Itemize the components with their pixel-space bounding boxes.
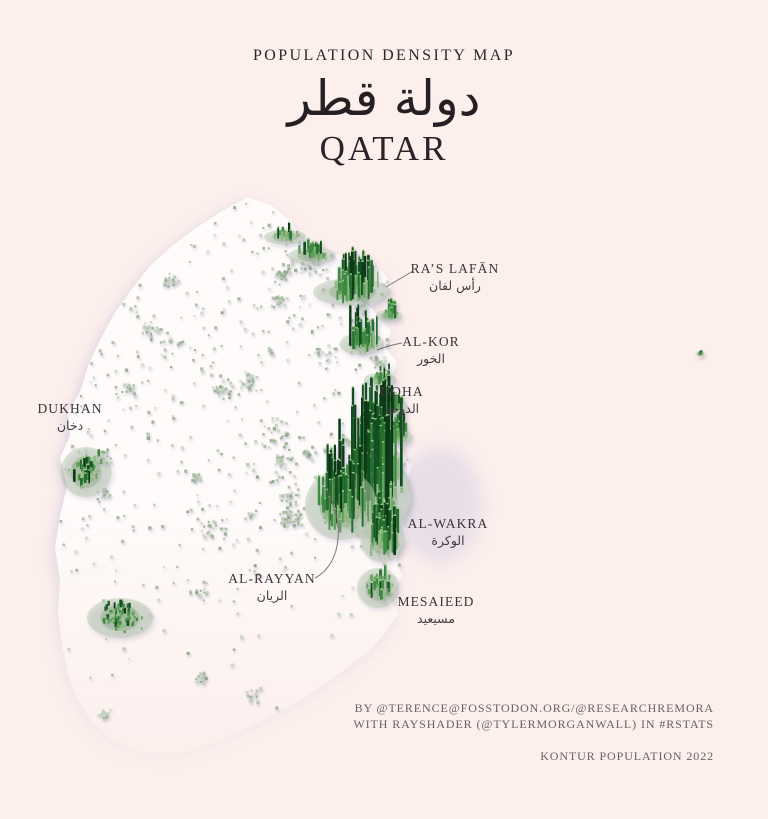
al-kor-leader-line [376,342,403,351]
mesaieed-cluster [357,563,399,608]
city-label-doha: DOHA الدوحة [380,384,424,417]
map-header: POPULATION DENSITY MAP دولة قطر QATAR [0,46,768,168]
map-subtitle: POPULATION DENSITY MAP [253,47,515,64]
al-wakra-cluster [360,490,406,563]
fuwairit-cluster [288,238,336,265]
label-leader-lines [314,270,414,579]
al-khor-cluster [339,303,385,356]
city-label-al-kor: AL-KOR الخور [402,334,460,367]
credit-tools: WITH RAYSHADER (@TYLERMORGANWALL) IN #RS… [353,716,714,731]
ras-laffan-cluster [313,245,391,306]
city-label-ras-lafan: RA’S LAFĀN رأس لفان [410,261,500,294]
credits: BY @TERENCE@FOSSTODON.ORG/@RESEARCHREMOR… [353,701,714,765]
ruwais-cluster [264,221,306,245]
population-spikes [60,221,705,638]
al-rayyan-cluster [305,417,377,540]
city-label-mesaieed: MESAIEED مسيعيد [397,594,475,627]
city-label-al-wakra: AL-WAKRA الوكرة [407,516,489,549]
doha-bay-shadow [398,447,482,563]
umm-bab-patch-cluster [87,598,153,638]
al-rayyan-leader-line [314,486,339,579]
island-speck-cluster [695,350,705,357]
city-label-al-rayyan: AL-RAYYAN الريان [228,571,316,604]
credit-data-source: KONTUR POPULATION 2022 [540,749,714,763]
credit-author: BY @TERENCE@FOSSTODON.ORG/@RESEARCHREMOR… [354,701,714,715]
country-title-arabic: دولة قطر [287,70,481,127]
country-title-english: QATAR [319,129,449,168]
dukhan-cluster [60,447,112,497]
ras-lafan-leader-line [385,270,414,288]
city-label-dukhan: DUKHAN دخان [37,401,103,434]
dhakhira-cluster [375,297,403,323]
